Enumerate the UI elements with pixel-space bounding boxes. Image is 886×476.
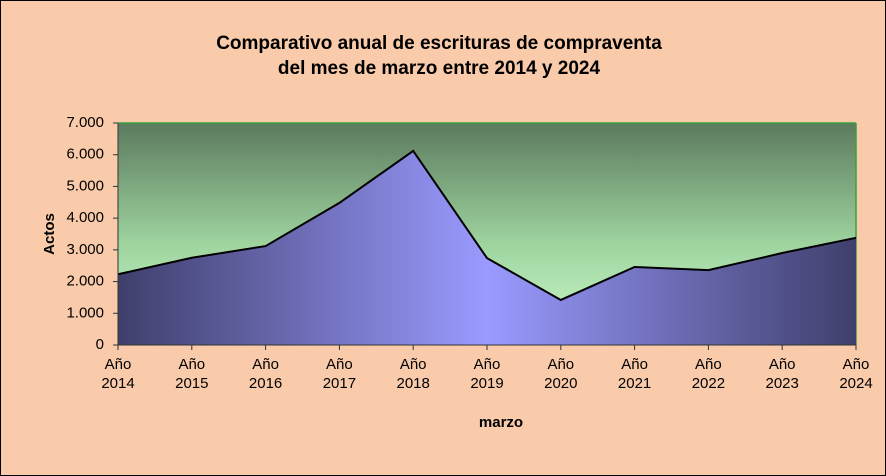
y-tick-label: 6.000 (66, 146, 104, 163)
y-tick-label: 1.000 (66, 304, 104, 321)
line (117, 149, 857, 302)
y-tick-label: 7.000 (66, 114, 104, 131)
x-axis-label: marzo (479, 414, 523, 431)
x-tick-label: Año 2024 (839, 356, 873, 392)
x-tick-label: Año 2020 (544, 356, 578, 392)
y-tick-label: 2.000 (66, 273, 104, 290)
y-tick-label: 5.000 (66, 177, 104, 194)
x-tick-label: Año 2017 (322, 356, 357, 392)
x-tick-label: Año 2015 (175, 356, 209, 392)
area (118, 150, 856, 345)
x-tick-label: Año 2021 (617, 356, 652, 392)
x-tick-label: Año 2022 (691, 356, 726, 392)
y-tick-label: 0 (96, 336, 104, 353)
y-axis-label: Actos (41, 213, 58, 255)
y-tick-label: 3.000 (66, 241, 104, 258)
x-tick-label: Año 2018 (396, 356, 430, 392)
chart-title: del mes de marzo entre 2014 y 2024 (278, 58, 601, 79)
chart-title: Comparativo anual de escrituras de compr… (216, 33, 662, 54)
y-tick-label: 4.000 (66, 209, 104, 226)
x-tick-label: Año 2014 (101, 356, 135, 392)
x-tick-label: Año 2023 (765, 356, 799, 392)
x-tick-label: Año 2016 (248, 356, 283, 392)
x-tick-label: Año 2019 (470, 356, 504, 392)
